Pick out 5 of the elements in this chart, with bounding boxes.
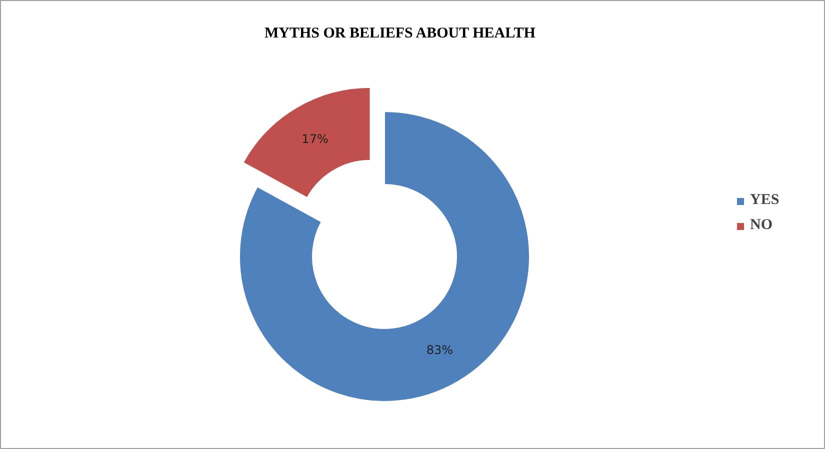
- legend-label: NO: [750, 217, 772, 234]
- data-label: 83%: [426, 342, 454, 357]
- data-label: 17%: [302, 132, 328, 146]
- chart-title: MYTHS OR BELIEFS ABOUT HEALTH: [264, 26, 536, 42]
- legend-label: YES: [750, 192, 780, 209]
